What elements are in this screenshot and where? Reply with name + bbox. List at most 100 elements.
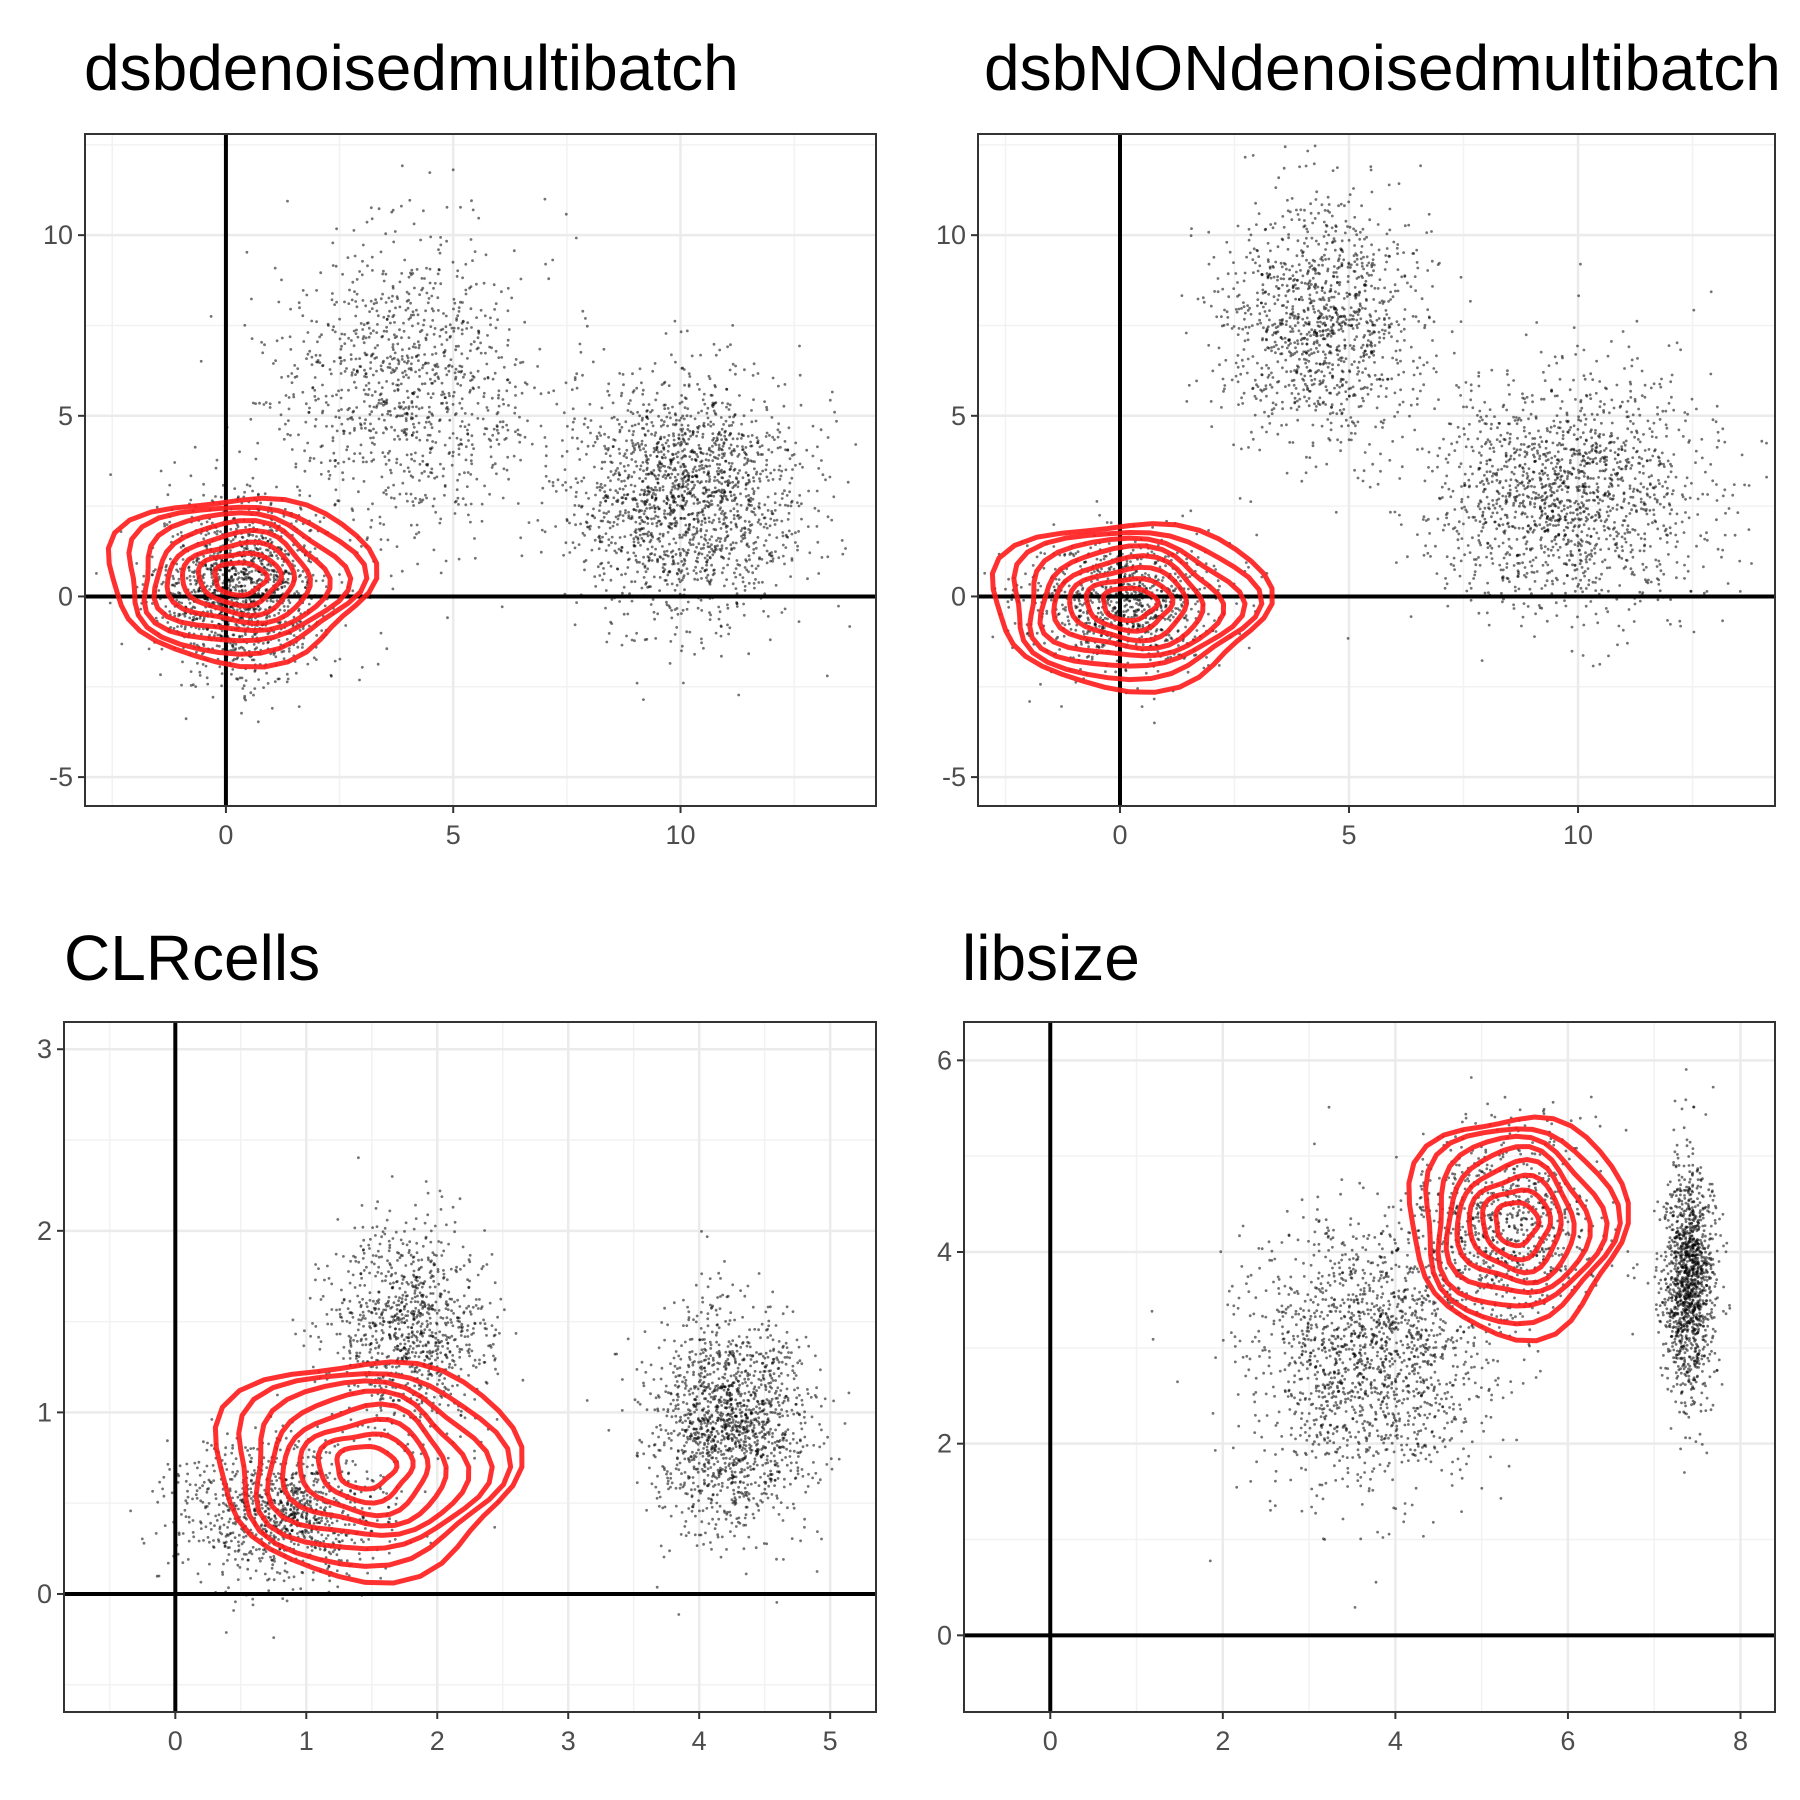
point (285, 637, 289, 641)
point (265, 616, 268, 620)
point (245, 578, 248, 581)
point (318, 520, 322, 524)
point (282, 605, 286, 608)
point (275, 554, 278, 558)
point (251, 476, 255, 480)
point (241, 600, 245, 603)
point (243, 648, 247, 652)
point (176, 533, 180, 536)
point (270, 568, 274, 572)
point (288, 601, 292, 605)
point (322, 574, 326, 578)
point (256, 720, 260, 724)
point (340, 581, 344, 584)
point (325, 585, 328, 589)
point (281, 563, 284, 567)
point (154, 616, 158, 620)
point (234, 586, 237, 589)
point (294, 671, 298, 675)
point (265, 671, 268, 675)
point (213, 592, 217, 595)
point (230, 672, 233, 676)
point (348, 538, 352, 542)
point (193, 579, 197, 582)
point (168, 520, 172, 524)
point (220, 629, 224, 633)
point (301, 646, 304, 649)
point (191, 605, 195, 609)
point (240, 711, 243, 715)
point (243, 584, 247, 588)
point (237, 571, 240, 575)
point (272, 576, 276, 579)
point (193, 569, 197, 573)
point (189, 670, 193, 673)
point (252, 693, 255, 697)
point (278, 608, 282, 612)
point (296, 645, 300, 649)
point (229, 527, 233, 531)
point (248, 571, 251, 574)
point (204, 664, 208, 668)
point (207, 532, 211, 535)
point (260, 573, 264, 576)
point (230, 574, 234, 578)
point (253, 687, 257, 690)
point (241, 687, 245, 690)
point (295, 590, 299, 593)
point (171, 535, 175, 538)
point (236, 677, 240, 681)
point (234, 569, 238, 573)
point (297, 705, 301, 708)
point (238, 589, 241, 593)
point (194, 563, 198, 566)
point (258, 547, 262, 551)
point (265, 567, 269, 571)
point (152, 570, 156, 573)
point (245, 483, 249, 487)
point (95, 572, 98, 575)
point (216, 529, 219, 533)
point (321, 579, 325, 582)
point (191, 570, 194, 574)
point (229, 540, 233, 543)
point (213, 634, 216, 638)
point (268, 615, 271, 618)
point (210, 630, 214, 634)
point (250, 570, 254, 573)
point (260, 534, 263, 538)
point (219, 530, 222, 533)
point (360, 665, 364, 669)
point (282, 649, 286, 653)
point (243, 490, 247, 494)
point (173, 611, 176, 615)
point (135, 562, 139, 565)
point (166, 621, 170, 624)
point (338, 657, 342, 661)
point (214, 466, 218, 470)
point (286, 581, 290, 585)
point (240, 634, 244, 638)
point (320, 629, 324, 632)
point (269, 599, 273, 603)
point (235, 527, 238, 531)
point (277, 638, 281, 642)
point (157, 589, 161, 592)
point (171, 574, 175, 578)
point (154, 568, 157, 571)
point (292, 634, 296, 637)
point (233, 657, 236, 661)
point (180, 601, 184, 605)
point (273, 614, 276, 617)
point (172, 577, 176, 581)
point (221, 581, 225, 585)
point (215, 458, 219, 462)
point (312, 656, 316, 660)
point (286, 677, 290, 681)
point (344, 624, 348, 627)
point (266, 632, 270, 636)
point (351, 589, 355, 593)
point (286, 577, 290, 581)
point (184, 625, 187, 629)
point (283, 609, 286, 612)
